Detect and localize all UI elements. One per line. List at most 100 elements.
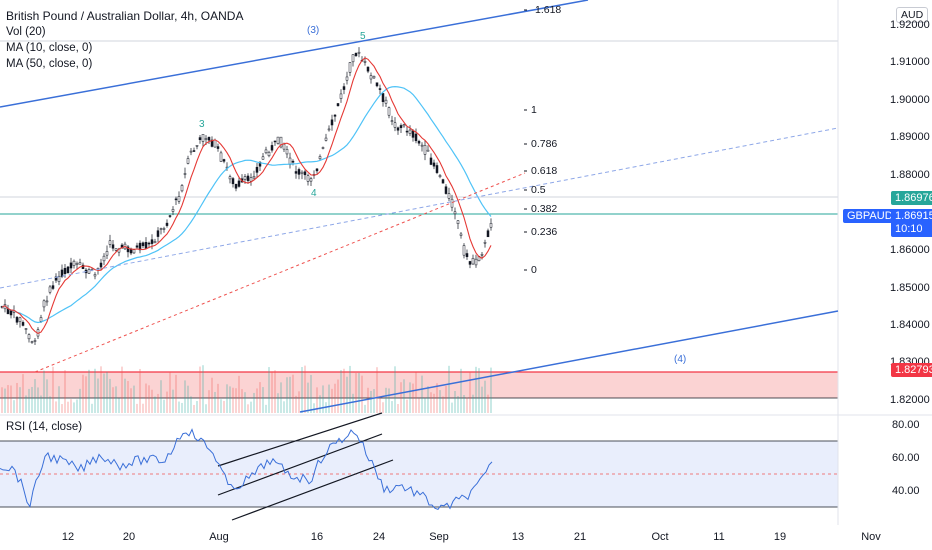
candle-body [54, 276, 58, 281]
currency-button[interactable]: AUD [896, 7, 929, 23]
volume-bar [244, 392, 246, 413]
candle-body [294, 171, 298, 174]
candle-body [45, 300, 49, 303]
candle-body [345, 76, 349, 81]
volume-bar [226, 384, 228, 413]
volume-bar [349, 365, 351, 413]
candle-body [300, 171, 304, 174]
candle-body [432, 162, 436, 167]
support-price-tag: 1.82793 [891, 363, 932, 377]
volume-bar [358, 372, 360, 413]
legend-ma50[interactable]: MA (50, close, 0) [6, 58, 93, 70]
volume-bar [361, 375, 363, 413]
chart-title[interactable]: British Pound / Australian Dollar, 4h, O… [6, 9, 244, 23]
volume-bar [196, 401, 198, 413]
volume-bar [379, 396, 381, 413]
candle-body [180, 185, 184, 192]
candle-body [459, 233, 463, 236]
volume-bar [115, 386, 117, 413]
volume-bar [373, 389, 375, 413]
volume-bar [112, 387, 114, 413]
candle-body [24, 328, 28, 330]
dashed-trendline-blue[interactable] [0, 127, 839, 289]
rsi-channel-3[interactable] [231, 459, 394, 521]
candle-body [486, 230, 490, 238]
time-label: 24 [372, 531, 386, 543]
candle-body [435, 165, 439, 173]
candle-body [276, 136, 280, 144]
volume-bar [175, 374, 177, 413]
volume-bar [61, 404, 63, 413]
volume-bar [28, 388, 30, 413]
candle-body [105, 251, 109, 256]
candle-body [195, 145, 199, 147]
candle-body [48, 286, 52, 293]
volume-bar [235, 388, 237, 413]
rsi-level-80: 80.00 [892, 419, 920, 431]
volume-bar [433, 393, 435, 413]
candle-body [348, 62, 352, 73]
volume-bar [394, 366, 396, 413]
price-axis[interactable]: 1.92000 1.91000 1.90000 1.89000 1.88000 … [840, 0, 932, 415]
wave-label: (4) [674, 354, 687, 365]
volume-bar [184, 380, 186, 413]
volume-bar [334, 383, 336, 413]
volume-bar [343, 368, 345, 413]
volume-bar [133, 385, 135, 413]
lower-trendline[interactable] [299, 310, 839, 413]
rsi-legend[interactable]: RSI (14, close) [6, 421, 83, 433]
candle-body [150, 239, 154, 244]
candle-body [447, 193, 451, 199]
symbol-tag[interactable]: GBPAUD [843, 209, 897, 223]
volume-bar [439, 390, 441, 413]
volume-bar [472, 394, 474, 413]
rsi-channel-2[interactable] [217, 433, 383, 496]
candle-body [57, 275, 61, 282]
volume-bar [223, 400, 225, 413]
candle-body [216, 146, 220, 149]
volume-bar [340, 370, 342, 413]
candle-body [78, 262, 82, 265]
candle-body [138, 242, 142, 251]
candle-body [411, 130, 415, 138]
candle-body [147, 242, 151, 245]
candle-body [72, 260, 76, 266]
wave-label: 5 [360, 31, 366, 42]
volume-bar [208, 390, 210, 413]
volume-bar [79, 388, 81, 413]
volume-bar [91, 403, 93, 413]
candle-body [177, 196, 181, 202]
candle-body [33, 340, 37, 342]
price-label: 1.82000 [890, 394, 930, 406]
candle-body [231, 178, 235, 185]
volume-bar [268, 367, 270, 413]
volume-bar [331, 388, 333, 413]
volume-bar [25, 395, 27, 413]
volume-bar [190, 396, 192, 413]
legend-vol[interactable]: Vol (20) [6, 26, 46, 38]
wave-label: (3) [307, 25, 320, 36]
volume-bar [412, 383, 414, 413]
rsi-channel-1[interactable] [217, 412, 383, 467]
volume-bar [457, 396, 459, 413]
volume-bar [13, 400, 15, 413]
volume-bar [64, 370, 66, 413]
upper-trendline[interactable] [0, 0, 589, 108]
dashed-trendline-red[interactable] [34, 172, 526, 373]
candle-body [6, 308, 10, 315]
candle-body [279, 136, 283, 148]
candle-body [189, 150, 193, 153]
volume-bar [7, 385, 9, 413]
legend-ma10[interactable]: MA (10, close, 0) [6, 42, 93, 54]
candle-body [414, 133, 418, 142]
volume-bar [16, 382, 18, 413]
price-label: 1.88000 [890, 169, 930, 181]
candle-body [471, 258, 475, 265]
candle-body [309, 178, 313, 182]
candle-body [255, 166, 259, 173]
volume-bar [178, 401, 180, 413]
time-label: Oct [651, 531, 669, 543]
volume-bar [145, 383, 147, 413]
volume-bar [316, 387, 318, 413]
